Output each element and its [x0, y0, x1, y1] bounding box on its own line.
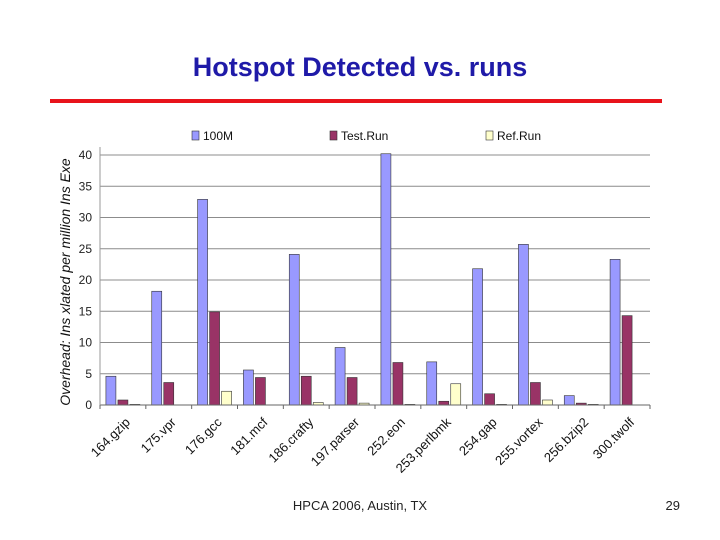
bar-100m	[380, 153, 392, 406]
x-tick-label: 252.eon	[364, 415, 408, 459]
y-tick-label: 35	[79, 179, 93, 193]
y-tick-label: 40	[79, 148, 93, 162]
x-tick-label: 255.vortex	[492, 414, 546, 468]
bar-ref-run	[221, 390, 232, 406]
bar-100m	[518, 244, 529, 406]
bar-test-run	[163, 382, 175, 406]
legend-label: Ref.Run	[497, 129, 541, 143]
y-axis-label: Overhead: Ins xlated per million Ins Exe	[57, 158, 73, 406]
bar-100m	[197, 199, 208, 406]
x-tick-labels: 164.gzip 175.vpr 176.gcc 181.mcf186.crafty1…	[88, 414, 638, 476]
gridlines	[100, 147, 650, 405]
bar-test-run	[346, 377, 358, 406]
slide-title: Hotspot Detected vs. runs	[192, 52, 528, 82]
bar-test-run	[484, 393, 495, 406]
bar-100m	[426, 361, 438, 406]
bar-ref-run	[542, 399, 553, 406]
legend-swatch	[191, 130, 200, 141]
legend-label: Test.Run	[341, 129, 388, 143]
bar-test-run	[621, 315, 633, 406]
bar-test-run	[209, 311, 220, 406]
title-underline	[50, 99, 662, 103]
x-tick-label: 175.vpr	[138, 414, 180, 456]
bar-100m	[243, 369, 254, 406]
bar-100m	[151, 290, 163, 406]
bar-test-run	[392, 362, 404, 406]
x-tick-label: 181.mcf	[227, 414, 271, 458]
bar-100m	[472, 268, 483, 406]
x-tick-label: 254.gap	[456, 415, 500, 459]
bar-ref-run	[450, 383, 462, 406]
page-number: 29	[665, 498, 680, 513]
x-tick-label: 256.bzip2	[541, 415, 591, 465]
bar-test-run	[255, 377, 266, 406]
legend-label: 100M	[203, 129, 233, 143]
x-tick-label: 197.parser	[308, 414, 363, 469]
x-tick-label: 176.gcc	[182, 414, 225, 457]
x-tick-label: 300.twolf	[590, 414, 638, 462]
bar-100m	[288, 254, 300, 406]
legend-swatch	[329, 130, 338, 141]
plot-area	[100, 147, 650, 405]
axes	[99, 147, 651, 409]
bar-100m	[563, 395, 575, 406]
footer-text: HPCA 2006, Austin, TX	[292, 498, 428, 513]
y-tick-label: 30	[79, 211, 93, 225]
legend-swatch	[485, 130, 494, 141]
y-tick-label: 0	[85, 398, 92, 412]
y-tick-label: 20	[79, 273, 93, 287]
legend: 100M Test.Run Ref.Run	[191, 129, 541, 143]
bar-100m	[609, 259, 621, 406]
y-tick-label: 5	[85, 367, 92, 381]
bar-test-run	[438, 400, 450, 406]
bar-test-run	[117, 399, 129, 406]
bar-100m	[334, 347, 346, 406]
x-tick-label: 164.gzip	[88, 415, 133, 460]
y-tick-label: 10	[79, 336, 93, 350]
bar-test-run	[530, 382, 541, 406]
y-tick-label: 25	[79, 242, 93, 256]
y-tick-label: 15	[79, 304, 93, 318]
bar-test-run	[300, 375, 312, 406]
y-tick-labels: 0 5 10 15 20 25 30 35 40	[79, 148, 93, 412]
bar-100m	[105, 375, 117, 406]
